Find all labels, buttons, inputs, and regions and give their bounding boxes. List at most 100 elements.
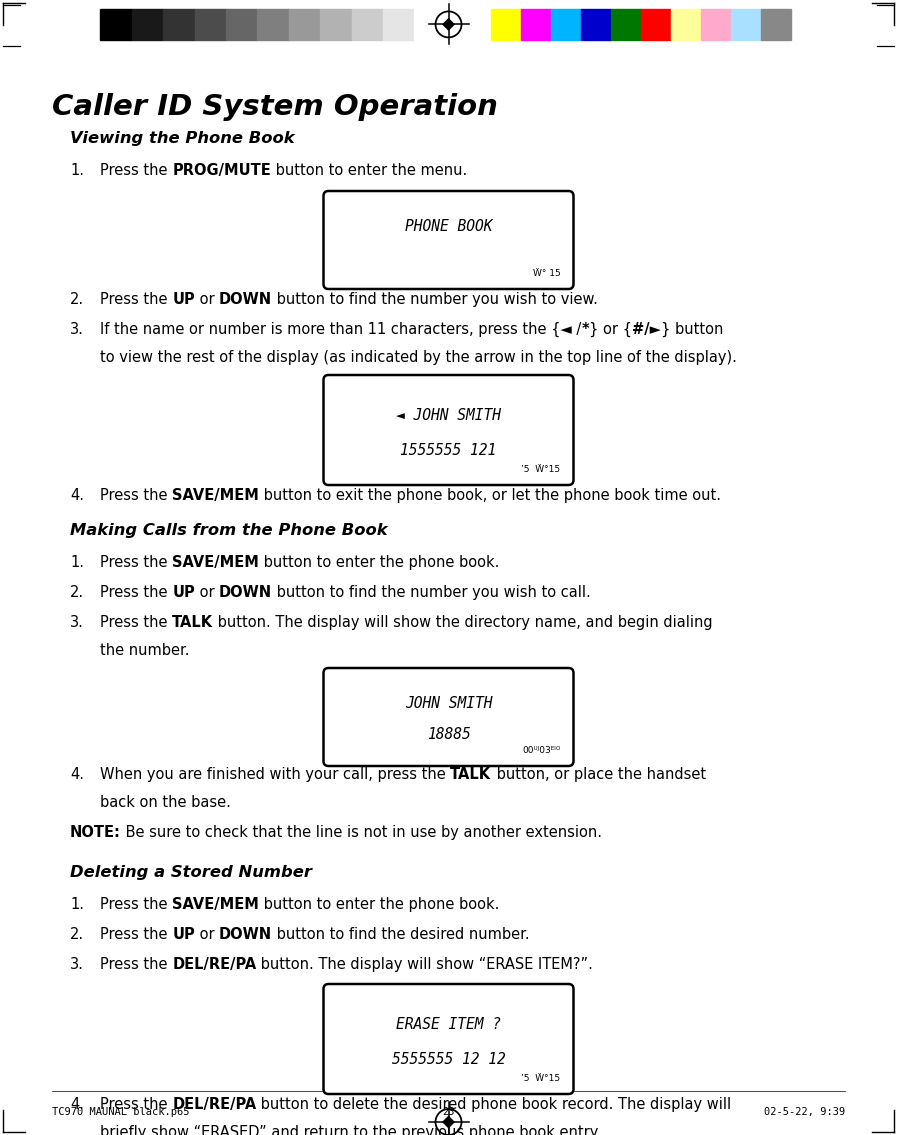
FancyBboxPatch shape [324,984,573,1094]
Text: SAVE/MEM: SAVE/MEM [172,555,259,570]
Text: 3.: 3. [70,615,84,630]
Text: 23: 23 [442,1107,455,1117]
Text: Press the: Press the [100,292,172,306]
Text: Press the: Press the [100,585,172,600]
Text: button. The display will show the directory name, and begin dialing: button. The display will show the direct… [213,615,713,630]
Text: Deleting a Stored Number: Deleting a Stored Number [70,865,312,880]
Bar [414,9,446,40]
Text: DOWN: DOWN [219,292,273,306]
Text: UP: UP [172,585,195,600]
Bar [731,9,761,40]
Text: 3.: 3. [70,322,84,337]
Bar [761,9,791,40]
Polygon shape [442,1116,455,1128]
Text: button. The display will show “ERASE ITEM?”.: button. The display will show “ERASE ITE… [257,957,593,972]
Text: DOWN: DOWN [219,927,273,942]
Text: Press the: Press the [100,615,172,630]
Text: TC970 MAUNAL black.p65: TC970 MAUNAL black.p65 [52,1107,189,1117]
Text: 1555555 121: 1555555 121 [400,443,497,457]
Text: When you are finished with your call, press the: When you are finished with your call, pr… [100,767,450,782]
Text: 4.: 4. [70,767,84,782]
Text: UP: UP [172,292,195,306]
Text: PHONE BOOK: PHONE BOOK [405,219,492,234]
Text: 4.: 4. [70,1098,84,1112]
Text: DEL/RE/PA: DEL/RE/PA [172,1098,257,1112]
Text: 2.: 2. [70,292,84,306]
Bar [195,9,226,40]
Text: 5555555 12 12: 5555555 12 12 [392,1051,505,1067]
Text: TALK: TALK [450,767,492,782]
Text: button to enter the phone book.: button to enter the phone book. [259,555,500,570]
FancyBboxPatch shape [324,191,573,289]
Bar [551,9,580,40]
Text: Press the: Press the [100,555,172,570]
Bar [580,9,611,40]
Bar [132,9,163,40]
Text: Press the: Press the [100,488,172,503]
Text: Viewing the Phone Book: Viewing the Phone Book [70,131,294,146]
Bar [100,9,132,40]
Bar [320,9,352,40]
Text: or: or [195,585,219,600]
Text: If the name or number is more than 11 characters, press the {◄ /: If the name or number is more than 11 ch… [100,322,581,337]
Bar [491,9,520,40]
Text: Press the: Press the [100,927,172,942]
Bar [640,9,671,40]
Text: Press the: Press the [100,1098,172,1112]
Text: the number.: the number. [100,644,189,658]
Text: Caller ID System Operation: Caller ID System Operation [52,93,498,121]
Text: 18885: 18885 [427,728,470,742]
Bar [257,9,289,40]
Text: 1.: 1. [70,555,84,570]
Text: button to find the number you wish to call.: button to find the number you wish to ca… [273,585,591,600]
Text: ERASE ITEM ?: ERASE ITEM ? [396,1017,501,1032]
Text: briefly show “ERASED” and return to the previous phone book entry.: briefly show “ERASED” and return to the … [100,1125,601,1135]
Text: 02-5-22, 9:39: 02-5-22, 9:39 [763,1107,845,1117]
Text: JOHN SMITH: JOHN SMITH [405,696,492,712]
Text: PROG/MUTE: PROG/MUTE [172,163,271,178]
Text: button to enter the phone book.: button to enter the phone book. [259,897,500,913]
Text: ’5  Ẅ°15: ’5 Ẅ°15 [521,1074,561,1083]
Text: Press the: Press the [100,957,172,972]
Text: back on the base.: back on the base. [100,794,231,810]
Bar [671,9,701,40]
Text: or: or [195,292,219,306]
Text: 3.: 3. [70,957,84,972]
Bar [383,9,414,40]
Bar [611,9,640,40]
Text: #/►: #/► [632,322,661,337]
Bar [226,9,257,40]
Text: button, or place the handset: button, or place the handset [492,767,706,782]
Text: to view the rest of the display (as indicated by the arrow in the top line of th: to view the rest of the display (as indi… [100,350,736,365]
Text: 1.: 1. [70,163,84,178]
Text: DOWN: DOWN [219,585,273,600]
Text: button to find the number you wish to view.: button to find the number you wish to vi… [273,292,598,306]
Text: *: * [581,322,589,337]
Bar [163,9,195,40]
Polygon shape [442,18,455,31]
Text: SAVE/MEM: SAVE/MEM [172,897,259,913]
Text: 1.: 1. [70,897,84,913]
Text: NOTE:: NOTE: [70,825,121,840]
Text: button to find the desired number.: button to find the desired number. [273,927,530,942]
FancyBboxPatch shape [324,669,573,766]
Text: button to delete the desired phone book record. The display will: button to delete the desired phone book … [257,1098,731,1112]
Text: ’5  Ẅ°15: ’5 Ẅ°15 [521,464,561,473]
Bar [352,9,383,40]
Text: button to enter the menu.: button to enter the menu. [271,163,467,178]
Text: Be sure to check that the line is not in use by another extension.: Be sure to check that the line is not in… [121,825,602,840]
Text: or: or [195,927,219,942]
Text: 4.: 4. [70,488,84,503]
Text: DEL/RE/PA: DEL/RE/PA [172,957,257,972]
Text: button to exit the phone book, or let the phone book time out.: button to exit the phone book, or let th… [259,488,721,503]
Text: TALK: TALK [172,615,213,630]
Text: } button: } button [661,322,723,337]
Text: Making Calls from the Phone Book: Making Calls from the Phone Book [70,523,388,538]
Text: Press the: Press the [100,897,172,913]
Text: 00ᵁᴶ03ᴱᴵᴼ: 00ᵁᴶ03ᴱᴵᴼ [522,746,561,755]
FancyBboxPatch shape [324,375,573,485]
Text: 2.: 2. [70,927,84,942]
Text: 2.: 2. [70,585,84,600]
Text: SAVE/MEM: SAVE/MEM [172,488,259,503]
Text: Ẅ° 15: Ẅ° 15 [533,269,561,277]
